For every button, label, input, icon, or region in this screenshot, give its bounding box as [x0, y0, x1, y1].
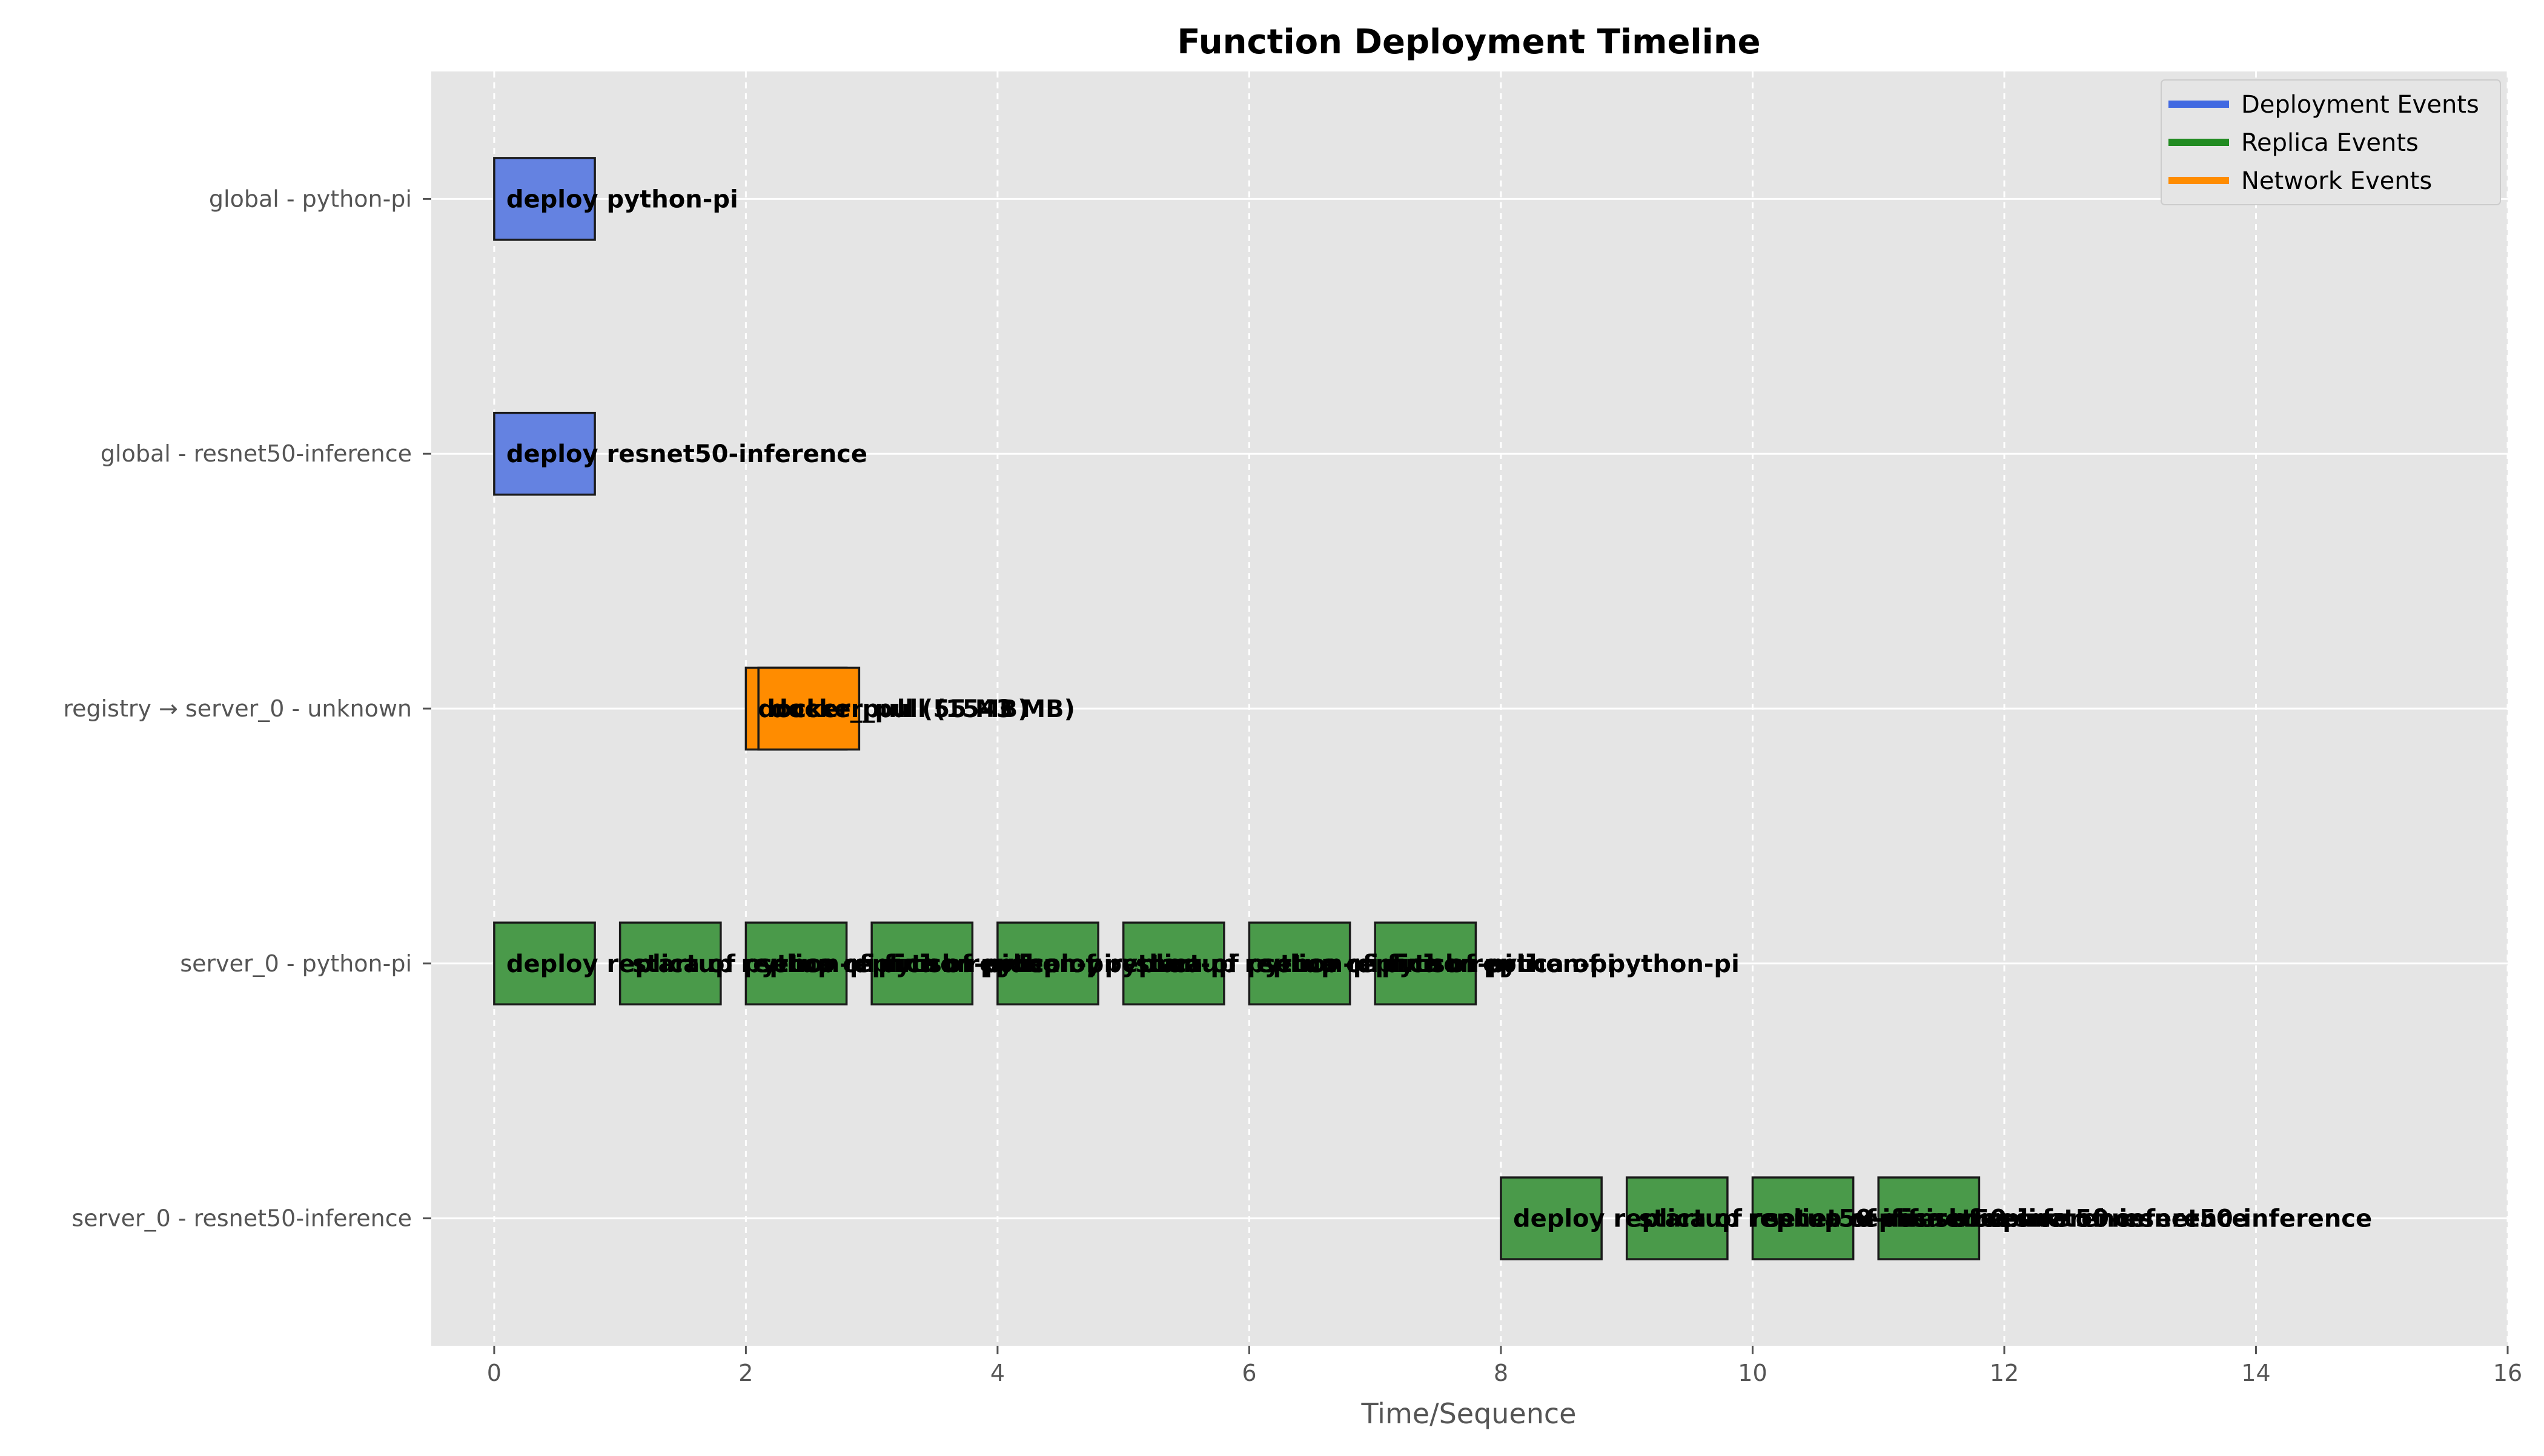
event-bar-replica [493, 921, 596, 1006]
event-label: docker_pull (55 MB) [758, 695, 1029, 723]
event-bar-replica [1625, 1176, 1729, 1260]
x-tick-label: 10 [1738, 1360, 1767, 1386]
event-bar-network [757, 666, 861, 751]
event-label: deploy replica of resnet50-inference [1513, 1205, 2011, 1233]
event-label: startup replica of resnet50-inference [1639, 1205, 2146, 1233]
event-bar-replica [996, 921, 1099, 1006]
legend: Deployment Events Replica Events Network E… [2161, 79, 2501, 205]
event-bar-deployment [493, 157, 596, 241]
y-tick-label: global - python-pi [209, 185, 412, 212]
legend-entry-label: Replica Events [2241, 129, 2419, 157]
x-tick-label: 16 [2493, 1360, 2522, 1386]
event-label: docker_pull (1543 MB) [770, 695, 1075, 723]
x-tick-label: 4 [990, 1360, 1005, 1386]
event-bar-deployment [493, 411, 596, 496]
event-label: setup replica of resnet50-inference [1764, 1205, 2248, 1233]
chart-title: Function Deployment Timeline [1177, 22, 1760, 62]
event-label: finish replica of resnet50-inference [1890, 1205, 2372, 1233]
y-tick-label: global - resnet50-inference [101, 440, 412, 467]
y-tick-label: server_0 - python-pi [180, 950, 412, 977]
event-label: deploy python-pi [506, 185, 738, 213]
event-bar-replica [1751, 1176, 1855, 1260]
event-bar-replica [1877, 1176, 1981, 1260]
x-tick-label: 8 [1494, 1360, 1508, 1386]
y-tick-label: server_0 - resnet50-inference [71, 1205, 412, 1232]
event-bar-replica [1374, 921, 1477, 1006]
event-label: startup replica of python-pi [632, 950, 1010, 978]
legend-entry-label: Network Events [2241, 167, 2432, 195]
event-label: deploy replica of python-pi [506, 950, 875, 978]
legend-entry-label: Deployment Events [2241, 91, 2479, 119]
x-tick-label: 0 [487, 1360, 502, 1386]
event-bar-replica [870, 921, 974, 1006]
event-bar-replica [1122, 921, 1225, 1006]
x-axis-label: Time/Sequence [1361, 1397, 1577, 1430]
x-tick-label: 6 [1242, 1360, 1256, 1386]
event-label: deploy resnet50-inference [506, 440, 867, 468]
event-bar-replica [1500, 1176, 1603, 1260]
x-tick-label: 14 [2241, 1360, 2270, 1386]
event-bar-replica [1248, 921, 1351, 1006]
event-label: finish replica of python-pi [1387, 950, 1740, 978]
event-label: startup replica of python-pi [1136, 950, 1513, 978]
x-tick-label: 12 [1990, 1360, 2019, 1386]
event-label: deploy replica of python-pi [1010, 950, 1379, 978]
y-tick-label: registry → server_0 - unknown [63, 695, 412, 722]
event-bar-replica [618, 921, 722, 1006]
legend-box [2161, 79, 2501, 205]
x-tick-label: 2 [738, 1360, 753, 1386]
event-bar-replica [744, 921, 848, 1006]
event-label: setup replica of python-pi [758, 950, 1112, 978]
event-label: setup replica of python-pi [1261, 950, 1615, 978]
event-label: finish replica of python-pi [884, 950, 1236, 978]
